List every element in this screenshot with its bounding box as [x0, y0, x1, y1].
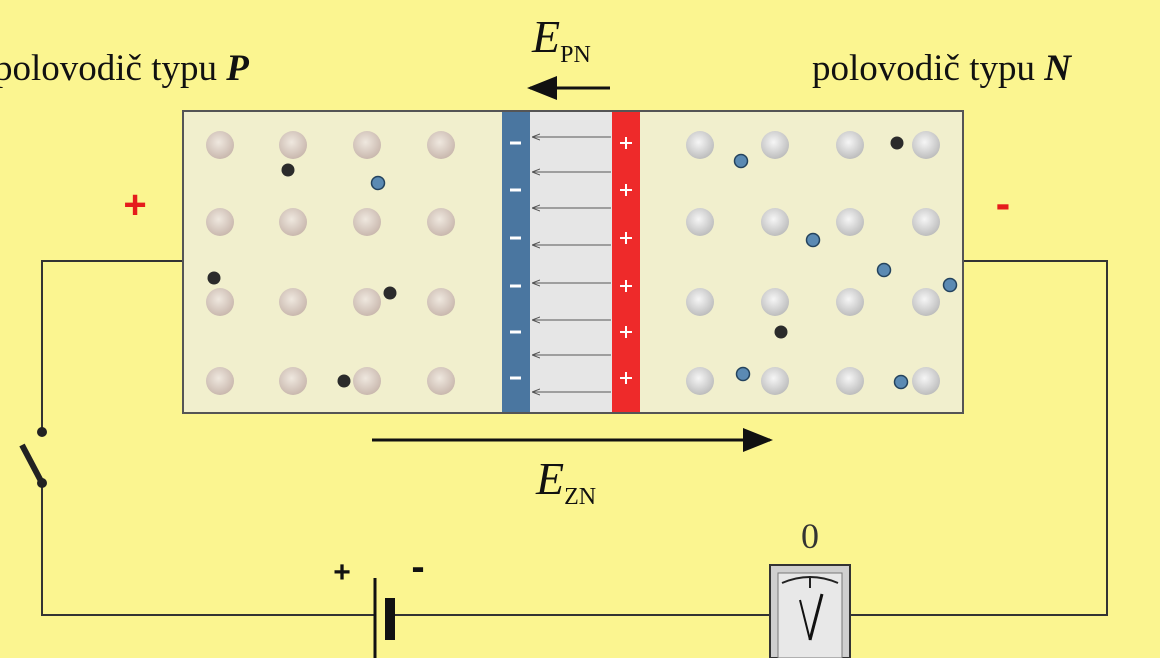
wires — [41, 260, 1108, 616]
acceptor-atom — [279, 131, 307, 159]
hole — [735, 366, 751, 382]
donor-atom — [836, 288, 864, 316]
meter — [769, 564, 851, 658]
depletion-region — [530, 112, 612, 412]
donor-atom — [836, 367, 864, 395]
minus-sign — [510, 284, 521, 288]
electron — [890, 136, 904, 150]
acceptor-atom — [353, 288, 381, 316]
donor-atom — [912, 131, 940, 159]
acceptor-atom — [353, 367, 381, 395]
p-label: polovodič typu P — [0, 48, 249, 89]
acceptor-atom — [279, 208, 307, 236]
minus-sign — [510, 141, 521, 145]
electron — [281, 163, 295, 177]
donor-atom — [686, 288, 714, 316]
minus-sign — [510, 236, 521, 240]
donor-atom — [761, 208, 789, 236]
acceptor-atom — [206, 131, 234, 159]
minus-sign — [510, 330, 521, 334]
acceptor-atom — [427, 367, 455, 395]
acceptor-atom — [427, 288, 455, 316]
field-subscript: PN — [560, 42, 591, 68]
donor-atom — [836, 208, 864, 236]
plus-sign — [620, 184, 632, 196]
p-letter: P — [225, 48, 249, 89]
dynamic — [206, 131, 958, 395]
plus-sign — [620, 280, 632, 292]
plus-sign — [620, 137, 632, 149]
right-terminal: - — [996, 179, 1011, 228]
electron — [207, 271, 221, 285]
acceptor-atom — [206, 367, 234, 395]
battery-minus: - — [411, 545, 424, 589]
acceptor-atom — [427, 208, 455, 236]
acceptor-atom — [353, 131, 381, 159]
donor-atom — [761, 367, 789, 395]
meter-reading: 0 — [801, 516, 819, 556]
donor-atom — [912, 208, 940, 236]
hole — [893, 374, 909, 390]
field-subscript: ZN — [564, 484, 596, 510]
donor-atom — [912, 288, 940, 316]
acceptor-atom — [427, 131, 455, 159]
donor-atom — [686, 208, 714, 236]
donor-atom — [686, 131, 714, 159]
left-terminal: + — [123, 183, 146, 227]
battery-plus: + — [333, 556, 351, 589]
negative-layer — [502, 112, 530, 412]
minus-sign — [510, 376, 521, 380]
hole — [805, 232, 821, 248]
electron — [774, 325, 788, 339]
hole — [942, 277, 958, 293]
n-label-text: polovodič typu — [812, 48, 1035, 89]
n-label: polovodič typu N — [812, 48, 1072, 89]
acceptor-atom — [279, 288, 307, 316]
switch — [19, 427, 47, 488]
field-symbol: E — [531, 11, 560, 62]
donor-atom — [912, 367, 940, 395]
plus-sign — [620, 326, 632, 338]
hole — [733, 153, 749, 169]
donor-atom — [761, 131, 789, 159]
acceptor-atom — [353, 208, 381, 236]
p-label-text: polovodič typu — [0, 48, 217, 89]
donor-atom — [761, 288, 789, 316]
field-symbol: E — [535, 453, 564, 504]
plus-sign — [620, 372, 632, 384]
acceptor-atom — [279, 367, 307, 395]
positive-layer — [612, 112, 640, 412]
field-zn-label: EZN — [535, 453, 596, 510]
n-letter: N — [1043, 48, 1072, 89]
acceptor-atom — [206, 208, 234, 236]
minus-sign — [510, 188, 521, 192]
acceptor-atom — [206, 288, 234, 316]
donor-atom — [836, 131, 864, 159]
electron — [383, 286, 397, 300]
electron — [337, 374, 351, 388]
field-pn-label: EPN — [531, 11, 591, 68]
hole — [876, 262, 892, 278]
battery — [373, 578, 395, 658]
donor-atom — [686, 367, 714, 395]
hole — [370, 175, 386, 191]
plus-sign — [620, 232, 632, 244]
